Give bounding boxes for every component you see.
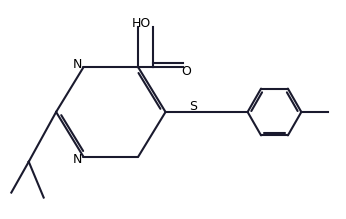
Text: S: S — [189, 99, 197, 113]
Text: HO: HO — [132, 17, 151, 30]
Text: O: O — [182, 65, 191, 78]
Text: N: N — [72, 58, 82, 71]
Text: N: N — [72, 153, 82, 166]
